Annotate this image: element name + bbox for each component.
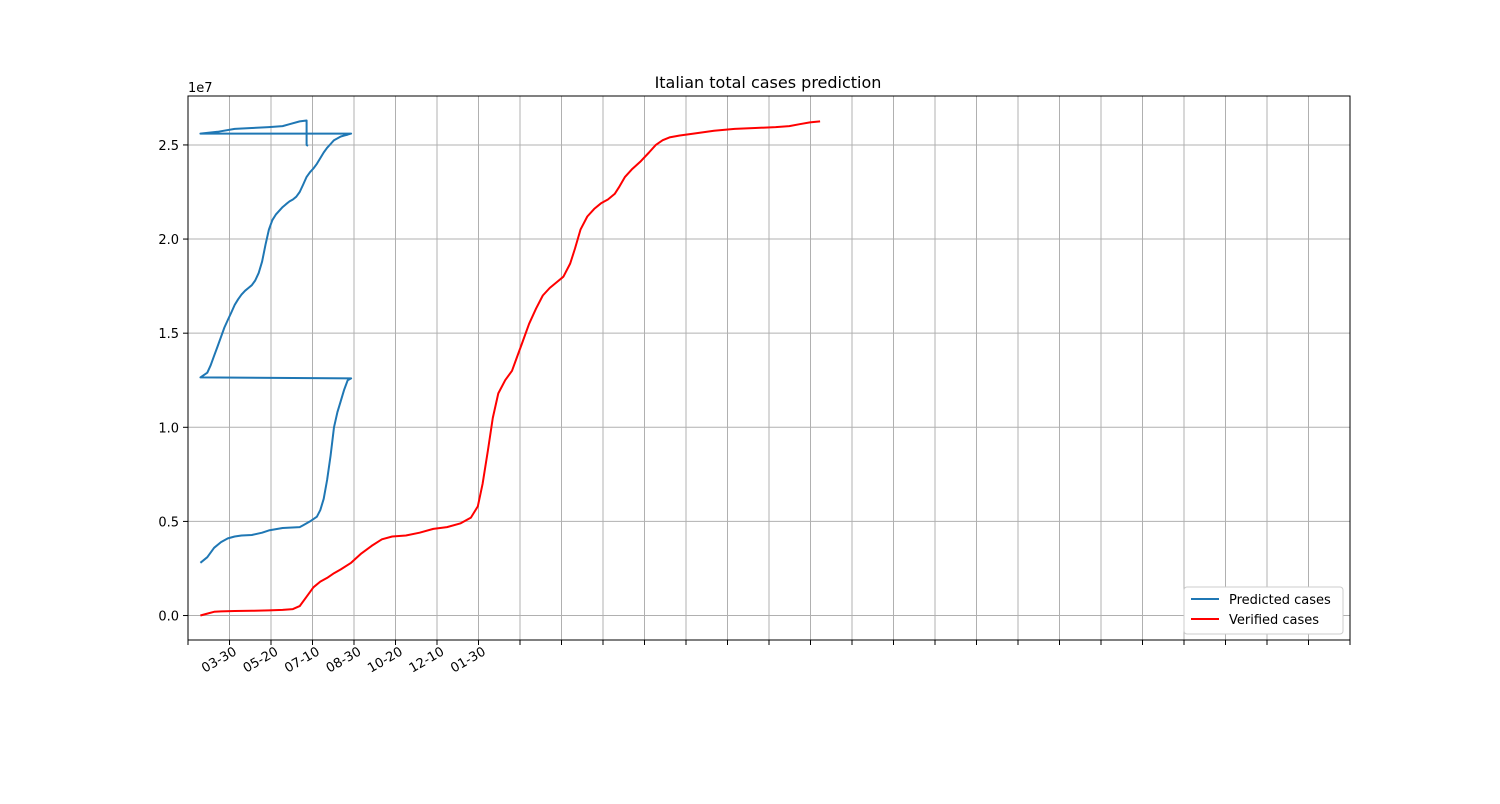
legend: Predicted cases Verified cases <box>1183 586 1344 635</box>
x-tick-label: 08-30 <box>324 644 364 676</box>
x-tick-label: 12-10 <box>407 644 447 676</box>
chart-title: Italian total cases prediction <box>655 73 882 92</box>
y-tick-label: 0.0 <box>158 610 179 625</box>
y-offset-text: 1e7 <box>188 81 213 96</box>
x-tick-label: 10-20 <box>365 644 405 676</box>
series-lines <box>199 119 821 617</box>
legend-box <box>1183 586 1344 635</box>
y-tick-label: 0.5 <box>158 515 179 530</box>
legend-label-verified: Verified cases <box>1229 613 1319 628</box>
grid-lines <box>188 96 1350 640</box>
x-tick-label: 05-20 <box>241 644 281 676</box>
plot-frame <box>187 95 1351 641</box>
y-tick-label: 2.5 <box>158 139 179 154</box>
y-tick-label: 1.5 <box>158 327 179 342</box>
verified-cases-line <box>200 120 821 617</box>
legend-label-predicted: Predicted cases <box>1229 593 1331 608</box>
predicted-cases-line <box>199 119 353 564</box>
x-tick-label: 07-10 <box>282 644 322 676</box>
y-tick-label: 2.0 <box>158 233 179 248</box>
x-tick-label: 03-30 <box>199 644 239 676</box>
axis-ticks: 03-30 05-20 07-10 08-30 10-20 12-10 01-30 0.0 0.… <box>158 139 1351 676</box>
y-tick-label: 1.0 <box>158 421 179 436</box>
x-tick-label: 01-30 <box>448 644 488 676</box>
